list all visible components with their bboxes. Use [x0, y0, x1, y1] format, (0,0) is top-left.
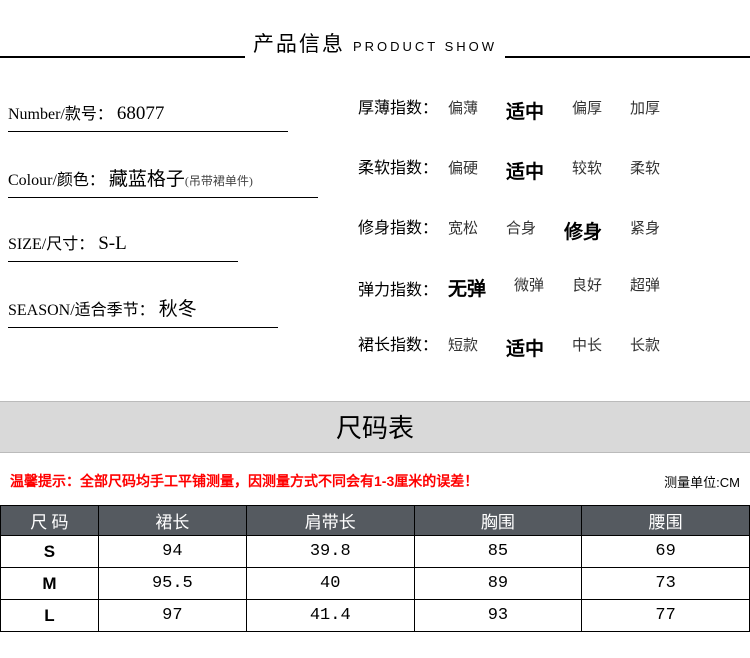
index-info: 厚薄指数：偏薄适中偏厚加厚柔软指数：偏硬适中较软柔软修身指数：宽松合身修身紧身弹… — [358, 94, 742, 391]
index-row: 厚薄指数：偏薄 适中 偏厚 加厚 — [358, 94, 742, 124]
index-option: 宽松 — [448, 217, 478, 244]
field-label: Number/款号： — [8, 106, 113, 123]
index-option: 合身 — [506, 217, 536, 244]
table-cell: 73 — [582, 568, 750, 600]
index-option: 柔软 — [630, 157, 660, 184]
field-note: (吊带裙单件) — [185, 174, 253, 188]
index-options: 宽松 合身 修身 紧身 — [448, 217, 660, 244]
field-value: 藏蓝格子 — [109, 169, 185, 190]
index-options: 偏薄 适中 偏厚 加厚 — [448, 97, 660, 124]
index-option: 紧身 — [630, 217, 660, 244]
product-info-header: 产品信息 PRODUCT SHOW — [0, 0, 750, 58]
table-cell: L — [1, 600, 99, 632]
header-title: 产品信息 PRODUCT SHOW — [245, 28, 505, 58]
field-size: SIZE/尺寸：S-L — [8, 224, 238, 262]
basic-info: Number/款号：68077 Colour/颜色：藏蓝格子(吊带裙单件) SI… — [8, 94, 338, 391]
field-value: S-L — [98, 233, 127, 254]
table-header-cell: 肩带长 — [246, 506, 414, 536]
index-options: 偏硬 适中 较软 柔软 — [448, 157, 660, 184]
index-option: 偏硬 — [448, 157, 478, 184]
table-cell: 39.8 — [246, 536, 414, 568]
field-value: 68077 — [117, 103, 165, 124]
table-row: L9741.49377 — [1, 600, 750, 632]
info-section: Number/款号：68077 Colour/颜色：藏蓝格子(吊带裙单件) SI… — [0, 58, 750, 401]
field-label: SIZE/尺寸： — [8, 236, 94, 253]
header-cn: 产品信息 — [253, 32, 345, 56]
measurement-unit: 测量单位:CM — [664, 472, 740, 491]
index-option: 适中 — [506, 334, 544, 361]
field-label: Colour/颜色： — [8, 172, 105, 189]
table-row: M95.5408973 — [1, 568, 750, 600]
index-option: 无弹 — [448, 274, 486, 301]
field-value: 秋冬 — [159, 299, 197, 320]
index-option: 较软 — [572, 157, 602, 184]
index-option: 超弹 — [630, 274, 660, 301]
index-option: 长款 — [630, 334, 660, 361]
table-cell: 93 — [414, 600, 582, 632]
index-options: 无弹 微弹 良好 超弹 — [448, 274, 660, 301]
table-cell: 40 — [246, 568, 414, 600]
table-header-cell: 腰围 — [582, 506, 750, 536]
index-row: 裙长指数：短款 适中 中长 长款 — [358, 331, 742, 361]
index-option: 适中 — [506, 97, 544, 124]
field-label: SEASON/适合季节： — [8, 302, 155, 319]
size-table-title: 尺码表 — [0, 401, 750, 453]
table-cell: 95.5 — [98, 568, 246, 600]
index-label: 厚薄指数： — [358, 94, 448, 118]
index-options: 短款 适中 中长 长款 — [448, 334, 660, 361]
table-cell: 94 — [98, 536, 246, 568]
table-header-cell: 尺 码 — [1, 506, 99, 536]
index-option: 微弹 — [514, 274, 544, 301]
table-row: S9439.88569 — [1, 536, 750, 568]
size-table: 尺 码裙长肩带长胸围腰围 S9439.88569M95.5408973L9741… — [0, 505, 750, 632]
table-cell: 69 — [582, 536, 750, 568]
field-number: Number/款号：68077 — [8, 94, 288, 132]
index-label: 裙长指数： — [358, 331, 448, 355]
index-option: 修身 — [564, 217, 602, 244]
tip-row: 温馨提示：全部尺码均手工平铺测量，因测量方式不同会有1-3厘米的误差！ 测量单位… — [0, 453, 750, 505]
table-cell: 89 — [414, 568, 582, 600]
index-option: 良好 — [572, 274, 602, 301]
index-option: 加厚 — [630, 97, 660, 124]
field-colour: Colour/颜色：藏蓝格子(吊带裙单件) — [8, 158, 318, 198]
index-option: 中长 — [572, 334, 602, 361]
table-cell: 77 — [582, 600, 750, 632]
header-en: PRODUCT SHOW — [353, 39, 497, 54]
field-season: SEASON/适合季节：秋冬 — [8, 288, 278, 328]
table-cell: S — [1, 536, 99, 568]
table-cell: 97 — [98, 600, 246, 632]
table-cell: M — [1, 568, 99, 600]
measurement-tip: 温馨提示：全部尺码均手工平铺测量，因测量方式不同会有1-3厘米的误差！ — [10, 471, 478, 491]
index-option: 适中 — [506, 157, 544, 184]
table-header-cell: 胸围 — [414, 506, 582, 536]
index-option: 短款 — [448, 334, 478, 361]
index-option: 偏厚 — [572, 97, 602, 124]
index-label: 弹力指数： — [358, 276, 448, 300]
index-option: 偏薄 — [448, 97, 478, 124]
index-row: 柔软指数：偏硬 适中 较软 柔软 — [358, 154, 742, 184]
table-cell: 41.4 — [246, 600, 414, 632]
index-label: 修身指数： — [358, 214, 448, 238]
table-header-row: 尺 码裙长肩带长胸围腰围 — [1, 506, 750, 536]
table-cell: 85 — [414, 536, 582, 568]
index-row: 修身指数：宽松 合身 修身 紧身 — [358, 214, 742, 244]
table-header-cell: 裙长 — [98, 506, 246, 536]
index-label: 柔软指数： — [358, 154, 448, 178]
index-row: 弹力指数：无弹 微弹 良好 超弹 — [358, 274, 742, 301]
